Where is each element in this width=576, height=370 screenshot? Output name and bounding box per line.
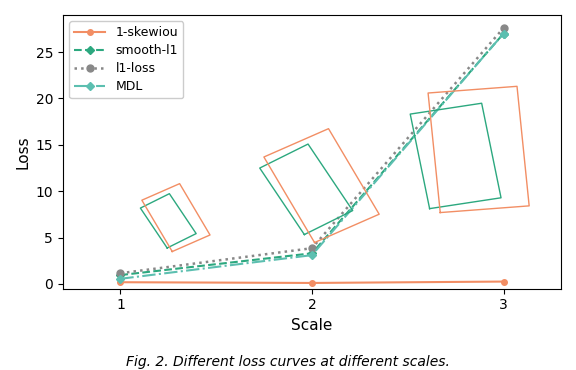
1-skewiou xyxy=(309,281,316,285)
Line: smooth-l1: smooth-l1 xyxy=(118,31,506,278)
Text: Fig. 2. Different loss curves at different scales.: Fig. 2. Different loss curves at differe… xyxy=(126,355,450,369)
1-skewiou xyxy=(500,279,507,284)
smooth-l1 xyxy=(309,251,316,256)
1-skewiou xyxy=(117,280,124,285)
Legend: 1-skewiou, smooth-l1, l1-loss, MDL: 1-skewiou, smooth-l1, l1-loss, MDL xyxy=(69,21,183,98)
Y-axis label: Loss: Loss xyxy=(15,135,30,169)
l1-loss xyxy=(117,271,124,275)
Line: l1-loss: l1-loss xyxy=(117,24,507,277)
MDL xyxy=(117,276,124,281)
X-axis label: Scale: Scale xyxy=(291,318,332,333)
MDL xyxy=(500,31,507,36)
smooth-l1 xyxy=(117,273,124,277)
Line: 1-skewiou: 1-skewiou xyxy=(118,279,506,286)
Line: MDL: MDL xyxy=(118,31,506,282)
l1-loss xyxy=(500,26,507,30)
l1-loss xyxy=(309,246,316,250)
smooth-l1 xyxy=(500,31,507,36)
MDL xyxy=(309,253,316,258)
